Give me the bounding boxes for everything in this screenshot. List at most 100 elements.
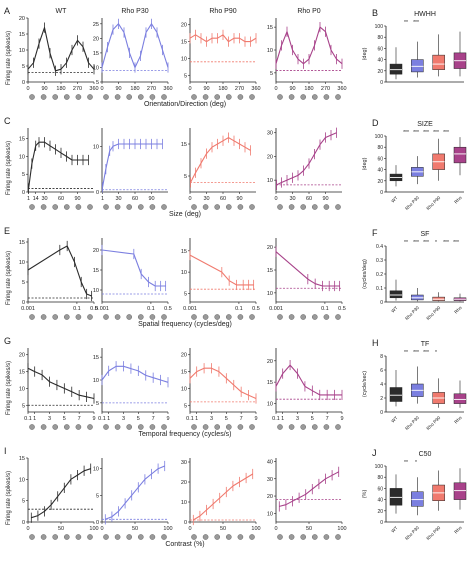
x-tick-label: 0 (100, 526, 103, 532)
x-tick-label: 0.5 (338, 306, 346, 312)
stimulus-icon (191, 314, 197, 320)
stimulus-icon (29, 94, 35, 100)
axes (385, 136, 464, 193)
group-label: Rho (453, 415, 463, 425)
y-tick-label: 60 (377, 46, 383, 52)
y-tick-label: 15 (181, 142, 187, 148)
y-tick-label: 20 (181, 23, 187, 29)
stimulus-icon (214, 204, 220, 210)
stimulus-icon (64, 94, 70, 100)
x-tick-label: 180 (130, 86, 139, 92)
x-tick-label: 3 (210, 416, 213, 422)
y-tick-label: 10 (267, 178, 273, 184)
stimulus-icon (64, 204, 70, 210)
x-tick-label: 0.1 (147, 306, 155, 312)
axes (275, 238, 342, 303)
stimulus-icon (87, 534, 93, 540)
x-tick-label: 180 (218, 86, 227, 92)
stimulus-icon (202, 314, 209, 320)
x-tick-label: 1 (281, 416, 284, 422)
series-line (27, 27, 95, 72)
stimulus-icon (288, 204, 295, 210)
x-tick-label: 90 (203, 86, 209, 92)
stimulus-icon (137, 94, 144, 100)
x-tick-label: 100 (89, 526, 98, 532)
y-tick-label: 20 (93, 248, 99, 254)
panel-G-1: 5 10 15 0.1 1 3 5 7 9 (93, 348, 170, 430)
x-tick-label: 360 (251, 86, 260, 92)
series-line (275, 364, 342, 396)
stimulus-icon (300, 204, 307, 210)
axes (101, 348, 168, 413)
stimulus-icon (126, 534, 132, 540)
y-tick-label: 10 (19, 154, 25, 160)
y-tick-label: 10 (19, 477, 25, 483)
x-tick-label: 1 (195, 416, 198, 422)
panel-letter: J (372, 448, 377, 458)
x-tick-label: 0.1 (98, 416, 106, 422)
box (389, 387, 403, 402)
stimulus-icon (137, 314, 144, 320)
group-label: Rho P30 (404, 415, 420, 431)
significance-mark: *** (423, 130, 429, 136)
axes (101, 128, 168, 193)
x-tick-label: 5 (225, 416, 228, 422)
stimulus-icon (277, 94, 283, 100)
stimulus-icon (161, 204, 167, 210)
significance-mark: ** (404, 460, 408, 466)
y-tick-label: 20 (181, 353, 187, 359)
x-tick-label: 90 (115, 86, 121, 92)
stimulus-icon (103, 424, 109, 430)
panel-G-0: 5 10 15 20 0.1 1 3 5 7 9 (19, 348, 96, 430)
y-tick-label: 15 (93, 51, 99, 57)
significance-mark: * (435, 240, 437, 246)
group-label: WT (390, 305, 399, 314)
x-tick-label: 50 (58, 526, 64, 532)
x-axis-label: Contrast (%) (165, 541, 204, 548)
y-tick-label: 5 (270, 71, 273, 77)
stimulus-icon (335, 424, 341, 430)
panel-letter: H (372, 338, 379, 348)
stimulus-icon (114, 534, 121, 540)
stimulus-icon (40, 204, 47, 210)
group-label: Rho (453, 525, 463, 535)
stimulus-icon (29, 314, 35, 320)
y-tick-label: 10 (267, 401, 273, 407)
series-line (189, 34, 257, 43)
stimulus-icon (114, 314, 121, 320)
group-label: Rho (453, 305, 463, 315)
stimulus-icon (64, 314, 70, 320)
stimulus-icon (40, 534, 47, 540)
stimulus-icon (214, 314, 220, 320)
box (389, 63, 403, 75)
panel-letter: F (372, 228, 378, 238)
stimulus-icon (237, 94, 244, 100)
axes (385, 356, 464, 413)
series-line (275, 251, 340, 287)
y-tick-label: 8 (380, 354, 383, 360)
y-tick-label: 10 (93, 144, 99, 150)
stimulus-icon (29, 534, 35, 540)
stimulus-icon (149, 424, 156, 430)
y-axis-label: Firing rate (spikes/s) (6, 31, 12, 85)
y-tick-label: 5 (184, 403, 187, 409)
x-tick-label: 50 (220, 526, 226, 532)
boxplot-D: D SIZE 0 20 40 60 80 100 (deg) WT Rho P30 Rho P90 Rh… (362, 118, 467, 211)
stimulus-icon (149, 94, 156, 100)
panel-C-3: 10 20 30 0 30 60 90 (267, 127, 342, 210)
significance-mark: *** (453, 240, 459, 246)
stimulus-icon (149, 204, 156, 210)
stimulus-icon (161, 534, 167, 540)
y-tick-label: 15 (19, 456, 25, 462)
boxplot-title: SIZE (417, 121, 433, 128)
box (411, 59, 424, 73)
x-tick-label: 0 (274, 526, 277, 532)
stimulus-icon (214, 534, 220, 540)
panel-I-2: 0 10 20 30 0 50 100 (181, 458, 261, 540)
stimulus-icon (161, 314, 167, 320)
stimulus-icon (52, 94, 59, 100)
significance-mark: *** (413, 130, 419, 136)
